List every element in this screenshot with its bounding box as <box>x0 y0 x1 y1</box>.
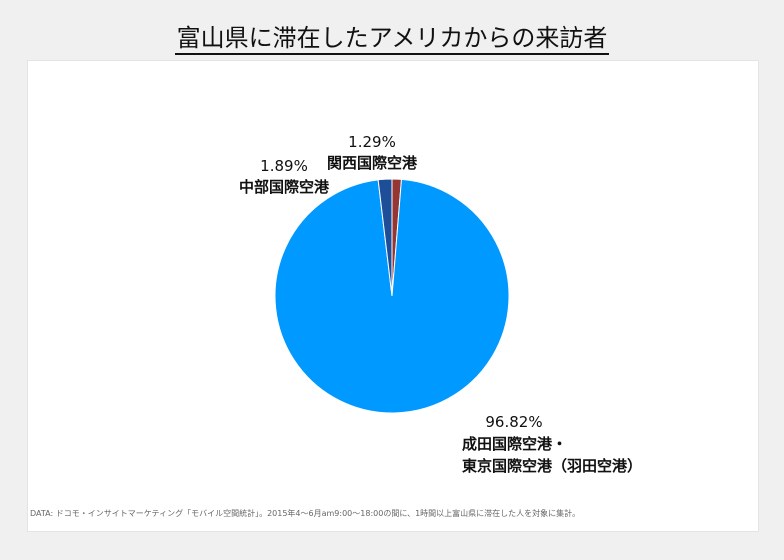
label-kansai-percent: 1.29% <box>348 133 396 151</box>
slice-narita-haneda <box>274 178 510 414</box>
chart-title: 富山県に滞在したアメリカからの来訪者 <box>0 18 784 55</box>
pie-labels: 1.29% 関西国際空港 1.89% 中部国際空港 96.82% 成田国際空港・… <box>239 133 642 475</box>
data-source-note: DATA: ドコモ・インサイトマーケティング「モバイル空間統計」。2015年4～… <box>30 509 581 518</box>
label-narita-haneda-percent: 96.82% <box>485 413 542 431</box>
pie-slices <box>274 178 510 414</box>
slice-chubu <box>377 178 393 297</box>
label-narita-haneda-name-line1: 成田国際空港・ <box>462 435 567 453</box>
label-chubu-name: 中部国際空港 <box>239 178 330 196</box>
label-narita-haneda-name-line2: 東京国際空港（羽田空港） <box>462 457 642 475</box>
label-kansai-name: 関西国際空港 <box>327 154 418 172</box>
chart-title-text: 富山県に滞在したアメリカからの来訪者 <box>174 24 610 55</box>
label-chubu-percent: 1.89% <box>260 157 308 175</box>
